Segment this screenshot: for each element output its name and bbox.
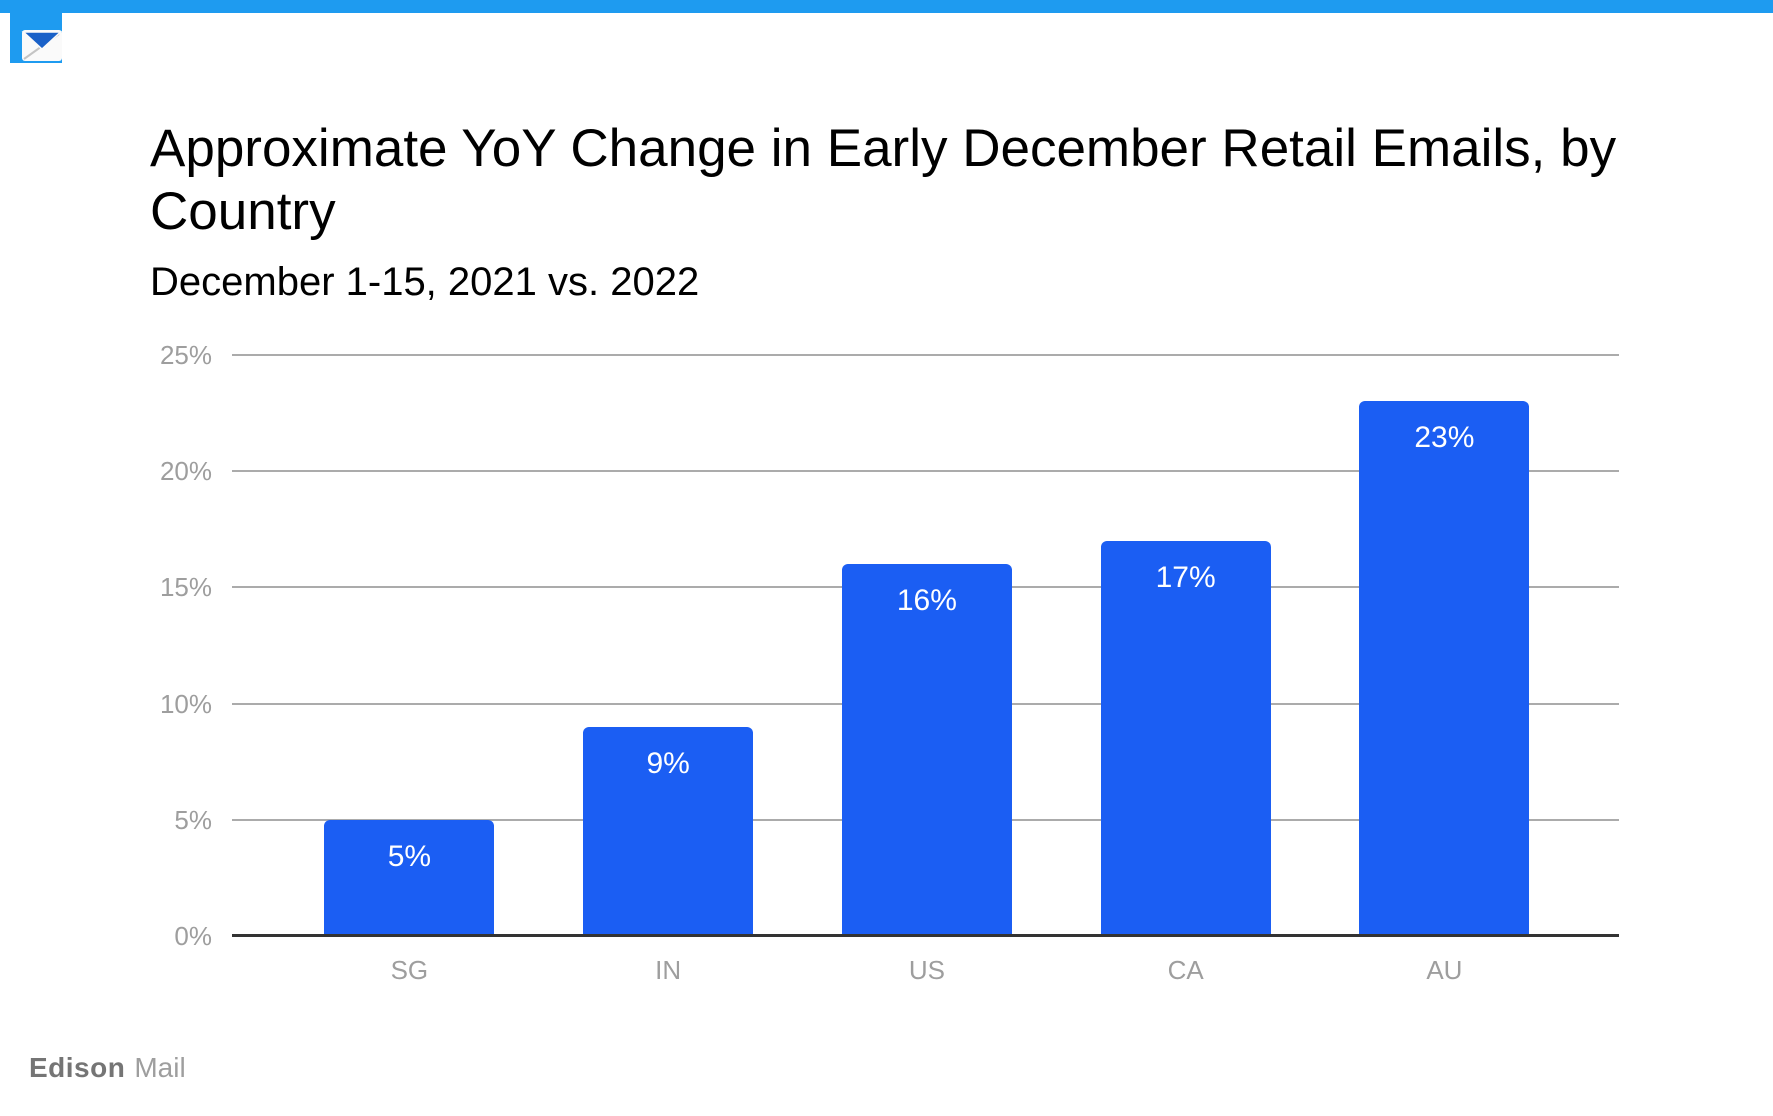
edison-mail-logo: Edison Mail — [29, 1051, 186, 1085]
top-accent-bar — [0, 0, 1773, 13]
bar-value-label: 17% — [1155, 561, 1216, 594]
x-axis-category-label: AU — [1426, 955, 1463, 985]
x-axis-category-label: IN — [655, 955, 682, 985]
bar-au: 23% — [1359, 401, 1530, 936]
chart-title: Approximate YoY Change in Early December… — [150, 117, 1670, 243]
y-axis-tick-label: 20% — [159, 456, 212, 487]
bar-value-label: 5% — [387, 840, 432, 873]
y-axis-tick-label: 0% — [174, 921, 212, 951]
bar-value-label: 23% — [1414, 421, 1475, 454]
bar-us: 16% — [841, 564, 1012, 936]
chart-title-line-1: Approximate YoY Change in Early December… — [150, 119, 1617, 178]
x-axis-category-label: US — [908, 955, 945, 985]
logo-word-edison: Edison — [29, 1052, 126, 1083]
y-axis-tick-label: 25% — [159, 340, 212, 370]
bar-sg: 5% — [324, 820, 495, 936]
edison-mail-icon — [10, 13, 62, 63]
bar-value-label: 9% — [646, 747, 690, 780]
y-axis-tick-label: 15% — [159, 572, 212, 603]
y-axis-tick-label: 10% — [159, 688, 212, 719]
x-axis-category-label: SG — [390, 955, 429, 985]
chart-title-line-2: Country — [150, 182, 336, 241]
logo-word-mail: Mail — [134, 1052, 186, 1083]
chart-subtitle: December 1-15, 2021 vs. 2022 — [150, 260, 700, 304]
bar-value-label: 16% — [896, 584, 957, 617]
gridline — [232, 354, 1619, 356]
bar-in: 9% — [583, 727, 754, 936]
y-axis-tick-label: 5% — [174, 804, 212, 835]
envelope-icon — [10, 13, 62, 63]
bar-ca: 17% — [1100, 541, 1271, 936]
x-axis-category-label: CA — [1167, 955, 1204, 985]
gridline — [232, 470, 1619, 473]
x-axis-line — [232, 934, 1619, 937]
